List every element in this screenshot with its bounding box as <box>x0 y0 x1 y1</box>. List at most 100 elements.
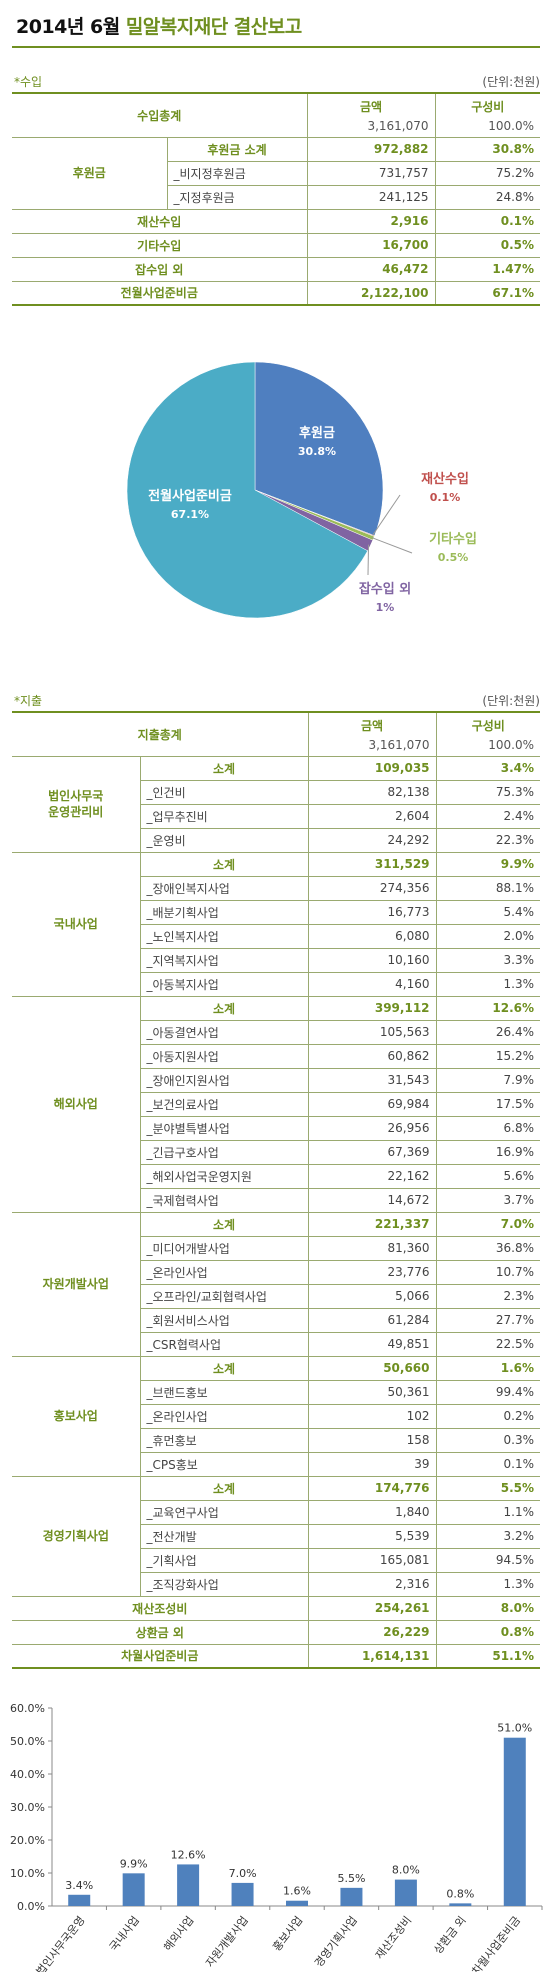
row-ratio: 5.6% <box>435 1164 541 1189</box>
row-amount: 2,916 <box>306 209 436 234</box>
table-row: _국제협력사업 14,672 3.7% <box>12 1188 541 1213</box>
row-name: 소계 <box>139 852 309 877</box>
row-amount: 311,529 <box>307 852 437 877</box>
row-ratio: 36.8% <box>435 1236 541 1261</box>
pie-slice <box>254 361 384 537</box>
row-ratio: 26.4% <box>435 1020 541 1045</box>
row-ratio: 3.4% <box>435 756 541 781</box>
table-row: _CPS홍보 39 0.1% <box>12 1452 541 1477</box>
row-name: _아동복지사업 <box>139 972 309 997</box>
bar-value-label: 0.8% <box>446 1887 474 1900</box>
expense-total-label: 지출총계 <box>12 711 309 757</box>
row-amount: 158 <box>307 1428 437 1453</box>
pie-slice-value: 0.1% <box>430 491 461 504</box>
table-row: _인건비 82,138 75.3% <box>12 780 541 805</box>
row-amount: 102 <box>307 1404 437 1429</box>
income-total-amount: 3,161,070 <box>306 115 436 138</box>
row-name: _CPS홍보 <box>139 1452 309 1477</box>
pie-leader-line <box>371 537 413 554</box>
row-ratio: 3.7% <box>435 1188 541 1213</box>
table-row: _아동결연사업 105,563 26.4% <box>12 1020 541 1045</box>
row-name: _아동지원사업 <box>139 1044 309 1069</box>
row-amount: 972,882 <box>306 137 436 162</box>
pie-slice-value: 0.5% <box>438 551 469 564</box>
row-ratio: 2.0% <box>435 924 541 949</box>
row-name: _지정후원금 <box>166 185 308 210</box>
row-ratio: 0.1% <box>435 1452 541 1477</box>
table-row: 전월사업준비금 2,122,100 67.1% <box>12 281 541 306</box>
bar <box>68 1894 91 1906</box>
row-ratio: 0.3% <box>435 1428 541 1453</box>
table-row: 상환금 외 26,229 0.8% <box>12 1620 541 1645</box>
row-ratio: 22.3% <box>435 828 541 853</box>
bar <box>503 1737 526 1906</box>
table-row: _브랜드홍보 50,361 99.4% <box>12 1380 541 1405</box>
row-ratio: 88.1% <box>435 876 541 901</box>
table-row: _회원서비스사업 61,284 27.7% <box>12 1308 541 1333</box>
row-ratio: 3.2% <box>435 1524 541 1549</box>
row-name: _전산개발 <box>139 1524 309 1549</box>
x-tick-label: 홍보사업 <box>269 1913 305 1954</box>
row-name: 소계 <box>139 996 309 1021</box>
row-ratio: 9.9% <box>435 852 541 877</box>
row-amount: 1,614,131 <box>307 1644 437 1669</box>
row-amount: 16,773 <box>307 900 437 925</box>
row-ratio: 1.3% <box>435 1572 541 1597</box>
row-ratio: 8.0% <box>435 1596 541 1621</box>
pie-leader-line <box>372 494 401 536</box>
bar <box>122 1873 145 1906</box>
table-row: _휴먼홍보 158 0.3% <box>12 1428 541 1453</box>
row-name: _긴급구호사업 <box>139 1140 309 1165</box>
bar-value-label: 5.5% <box>337 1872 365 1885</box>
row-amount: 5,539 <box>307 1524 437 1549</box>
income-amount-header: 금액 <box>306 92 436 115</box>
row-name: 소계 <box>139 1356 309 1381</box>
table-row: _조직강화사업 2,316 1.3% <box>12 1572 541 1597</box>
row-name: 재산수입 <box>12 209 308 234</box>
income-ratio-header: 구성비 <box>434 92 541 115</box>
row-name: _비지정후원금 <box>166 161 308 186</box>
row-name: 후원금 소계 <box>166 137 308 162</box>
row-name: _오프라인/교회협력사업 <box>139 1284 309 1309</box>
pie-slice <box>126 361 368 619</box>
row-amount: 16,700 <box>306 233 436 258</box>
expense-bar-chart: 0.0% 10.0% 20.0% 30.0% 40.0% 50.0% 60.0% 3.4% 법인… <box>0 1700 552 1972</box>
title-divider <box>12 46 540 48</box>
row-amount: 69,984 <box>307 1092 437 1117</box>
table-row: _미디어개발사업 81,360 36.8% <box>12 1236 541 1261</box>
row-ratio: 17.5% <box>435 1092 541 1117</box>
row-name: _인건비 <box>139 780 309 805</box>
table-row: _아동복지사업 4,160 1.3% <box>12 972 541 997</box>
row-amount: 731,757 <box>306 161 436 186</box>
table-row: 기타수입 16,700 0.5% <box>12 233 541 258</box>
table-row: _기획사업 165,081 94.5% <box>12 1548 541 1573</box>
row-amount: 24,292 <box>307 828 437 853</box>
x-tick-label: 재산조성비 <box>373 1914 414 1962</box>
table-row: _지역복지사업 10,160 3.3% <box>12 948 541 973</box>
row-amount: 39 <box>307 1452 437 1477</box>
table-row: 자원개발사업 소계 221,337 7.0% <box>12 1212 541 1357</box>
row-name: _국제협력사업 <box>139 1188 309 1213</box>
income-table: 수입총계 금액 구성비 3,161,070 100.0% 후원금 후원금 소계 97… <box>12 92 541 306</box>
row-amount: 165,081 <box>307 1548 437 1573</box>
bar-value-label: 3.4% <box>65 1879 93 1892</box>
table-row: 재산수입 2,916 0.1% <box>12 209 541 234</box>
row-amount: 174,776 <box>307 1476 437 1501</box>
expense-ratio-header: 구성비 <box>435 711 541 734</box>
row-amount: 2,122,100 <box>306 281 436 306</box>
expense-amount-header: 금액 <box>307 711 437 734</box>
row-name: _아동결연사업 <box>139 1020 309 1045</box>
y-tick-label: 10.0% <box>10 1867 45 1880</box>
x-tick-label: 법인사무국운영 <box>34 1914 88 1972</box>
pie-slice-value: 1% <box>376 601 395 614</box>
y-tick-label: 0.0% <box>17 1900 45 1913</box>
bar <box>231 1882 254 1906</box>
row-name: 상환금 외 <box>12 1620 309 1645</box>
bar-value-label: 8.0% <box>392 1864 420 1877</box>
row-name: _지역복지사업 <box>139 948 309 973</box>
table-row: 법인사무국 운영관리비 소계 109,035 3.4% <box>12 756 541 853</box>
pie-slice-value: 30.8% <box>298 445 336 458</box>
row-name: _장애인지원사업 <box>139 1068 309 1093</box>
row-name: _보건의료사업 <box>139 1092 309 1117</box>
expense-category: 국내사업 <box>12 852 140 997</box>
